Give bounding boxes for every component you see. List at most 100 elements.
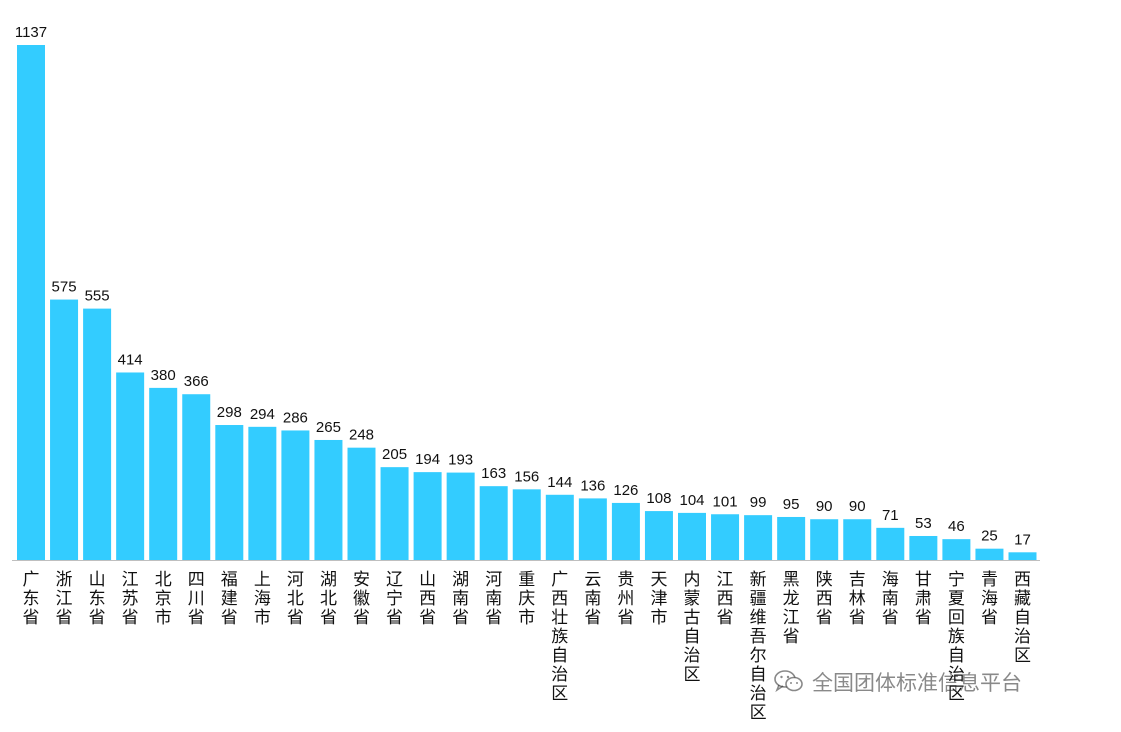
- wechat-icon: [774, 669, 804, 695]
- category-label-8: 上海市: [254, 570, 271, 628]
- value-label-4: 414: [118, 351, 143, 368]
- category-label-6: 四川省: [188, 570, 205, 628]
- category-label-5: 北京市: [155, 570, 172, 628]
- category-label-4: 江苏省: [122, 570, 139, 628]
- value-label-10: 265: [316, 419, 341, 436]
- value-label-6: 366: [184, 373, 209, 390]
- value-label-22: 101: [713, 493, 738, 510]
- category-label-30: 青海省: [981, 570, 998, 628]
- value-label-12: 205: [382, 446, 407, 463]
- category-label-22: 江西省: [717, 570, 734, 628]
- category-label-10: 湖北省: [320, 570, 337, 628]
- bar-4: [116, 372, 145, 560]
- value-label-24: 95: [783, 496, 800, 513]
- category-label-12: 辽宁省: [386, 570, 403, 628]
- bar-14: [446, 472, 475, 560]
- value-label-19: 126: [613, 482, 638, 499]
- value-label-13: 194: [415, 451, 440, 468]
- category-label-19: 贵州省: [617, 570, 634, 628]
- value-label-3: 555: [85, 288, 110, 305]
- bar-10: [314, 439, 343, 560]
- category-label-31: 西藏自治区: [1014, 570, 1031, 666]
- watermark: 全国团体标准信息平台: [774, 667, 1022, 697]
- category-labels-group: 广东省浙江省山东省江苏省北京市四川省福建省上海市河北省湖北省安徽省辽宁省山西省湖…: [23, 570, 1032, 723]
- bar-16: [512, 489, 541, 560]
- bar-30: [975, 548, 1004, 560]
- category-label-23: 新疆维吾尔自治区: [750, 570, 767, 723]
- bar-27: [876, 527, 905, 560]
- bar-24: [777, 516, 806, 560]
- category-label-1: 广东省: [23, 570, 40, 628]
- bar-11: [347, 447, 376, 560]
- bar-13: [413, 472, 442, 560]
- bar-19: [611, 502, 640, 560]
- category-label-27: 海南省: [882, 570, 899, 628]
- bar-31: [1008, 552, 1037, 560]
- bar-7: [215, 425, 244, 560]
- bar-15: [479, 486, 508, 560]
- bar-28: [909, 535, 938, 560]
- bar-8: [248, 426, 277, 560]
- category-label-18: 云南省: [584, 570, 601, 628]
- bar-2: [50, 299, 79, 560]
- bar-26: [843, 519, 872, 560]
- value-label-11: 248: [349, 427, 374, 444]
- value-label-30: 25: [981, 528, 998, 545]
- category-label-15: 河南省: [485, 570, 502, 628]
- category-label-2: 浙江省: [56, 570, 73, 628]
- value-label-16: 156: [514, 468, 539, 485]
- category-label-7: 福建省: [221, 570, 238, 628]
- bar-18: [578, 498, 607, 560]
- value-label-29: 46: [948, 518, 965, 535]
- category-label-28: 甘肃省: [915, 570, 932, 628]
- value-label-18: 136: [580, 477, 605, 494]
- bar-3: [83, 308, 112, 560]
- bar-23: [744, 515, 773, 560]
- value-label-28: 53: [915, 515, 932, 532]
- value-label-15: 163: [481, 465, 506, 482]
- category-label-13: 山西省: [419, 570, 436, 628]
- value-label-21: 104: [679, 492, 704, 509]
- value-label-20: 108: [646, 490, 671, 507]
- value-labels-group: 1137 575 555 414 380 366 298 294 286 265 248 205 194…: [15, 24, 1031, 548]
- bar-5: [149, 387, 178, 560]
- category-label-20: 天津市: [650, 570, 667, 628]
- value-label-23: 99: [750, 494, 767, 511]
- bar-29: [942, 539, 971, 560]
- category-label-11: 安徽省: [353, 570, 370, 628]
- category-label-9: 河北省: [287, 570, 304, 628]
- bar-20: [644, 511, 673, 560]
- value-label-27: 71: [882, 507, 899, 524]
- value-label-25: 90: [816, 498, 833, 515]
- bar-25: [810, 519, 839, 560]
- value-label-2: 575: [52, 279, 77, 296]
- category-label-25: 陕西省: [816, 570, 833, 628]
- bars-group: [17, 45, 1037, 560]
- bar-6: [182, 394, 211, 560]
- bar-21: [678, 512, 706, 560]
- category-label-26: 吉林省: [849, 570, 866, 628]
- bar-22: [711, 514, 740, 560]
- value-label-26: 90: [849, 498, 866, 515]
- category-label-29: 宁夏回族自治区: [948, 570, 965, 704]
- value-label-31: 17: [1014, 531, 1031, 548]
- category-label-24: 黑龙江省: [783, 570, 800, 647]
- value-label-8: 294: [250, 406, 275, 423]
- category-label-3: 山东省: [89, 570, 106, 628]
- bar-9: [281, 430, 310, 560]
- value-label-1: 1137: [15, 24, 47, 41]
- bar-17: [545, 494, 574, 560]
- category-label-16: 重庆市: [518, 570, 535, 628]
- category-label-14: 湖南省: [452, 570, 469, 628]
- category-label-21: 内蒙古自治区: [684, 570, 701, 685]
- category-label-17: 广西壮族自治区: [551, 570, 568, 704]
- bar-1: [17, 45, 45, 560]
- value-label-9: 286: [283, 409, 308, 426]
- value-label-7: 298: [217, 404, 242, 421]
- value-label-5: 380: [151, 367, 176, 384]
- value-label-14: 193: [448, 452, 473, 469]
- value-label-17: 144: [547, 474, 572, 491]
- bar-12: [380, 467, 409, 560]
- watermark-text: 全国团体标准信息平台: [812, 671, 1022, 695]
